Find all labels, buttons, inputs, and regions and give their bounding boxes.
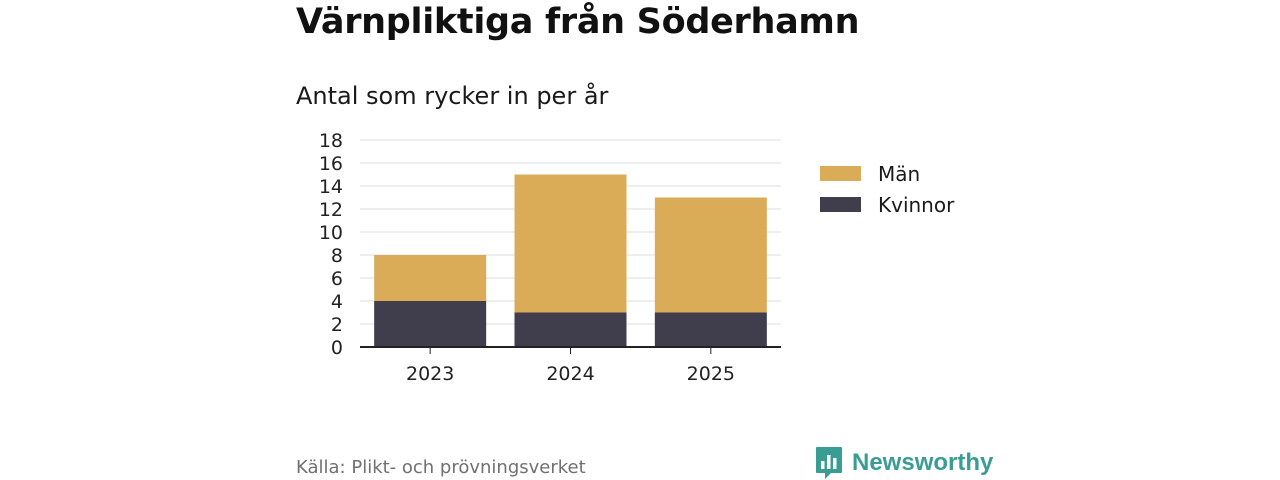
legend-swatch-kvinnor [820, 197, 861, 212]
x-tick-label: 2025 [687, 363, 735, 385]
chart-subtitle: Antal som rycker in per år [296, 82, 609, 110]
legend-label-man: Män [878, 161, 921, 186]
y-tick-label: 0 [331, 337, 343, 359]
bar-kvinnor-2025 [654, 312, 767, 347]
bar-kvinnor-2024 [514, 312, 627, 347]
bar-mn-2024 [514, 174, 627, 313]
legend-label-kvinnor: Kvinnor [878, 192, 955, 217]
x-tick-label: 2023 [406, 363, 454, 385]
brand-logo[interactable]: Newsworthy [815, 446, 993, 480]
legend-item-kvinnor: Kvinnor [820, 189, 954, 220]
bar-kvinnor-2023 [374, 301, 487, 347]
y-tick-label: 16 [319, 153, 343, 175]
newsworthy-logo-icon [816, 447, 842, 479]
source-note: Källa: Plikt- och prövningsverket [296, 457, 586, 478]
legend: Män Kvinnor [820, 158, 954, 220]
y-tick-label: 2 [331, 314, 343, 336]
legend-swatch-man [820, 166, 861, 181]
y-tick-label: 12 [319, 199, 343, 221]
bar-mn-2023 [374, 255, 487, 301]
y-tick-label: 8 [331, 245, 343, 267]
x-tick-label: 2024 [546, 363, 594, 385]
y-tick-label: 6 [331, 268, 343, 290]
chart-title: Värnpliktiga från Söderhamn [296, 2, 860, 42]
brand-name: Newsworthy [852, 449, 994, 476]
legend-item-man: Män [820, 158, 954, 189]
y-tick-label: 4 [331, 291, 343, 313]
y-tick-label: 10 [319, 222, 343, 244]
y-tick-label: 14 [319, 176, 343, 198]
y-tick-label: 18 [319, 130, 343, 152]
bar-mn-2025 [654, 197, 767, 313]
